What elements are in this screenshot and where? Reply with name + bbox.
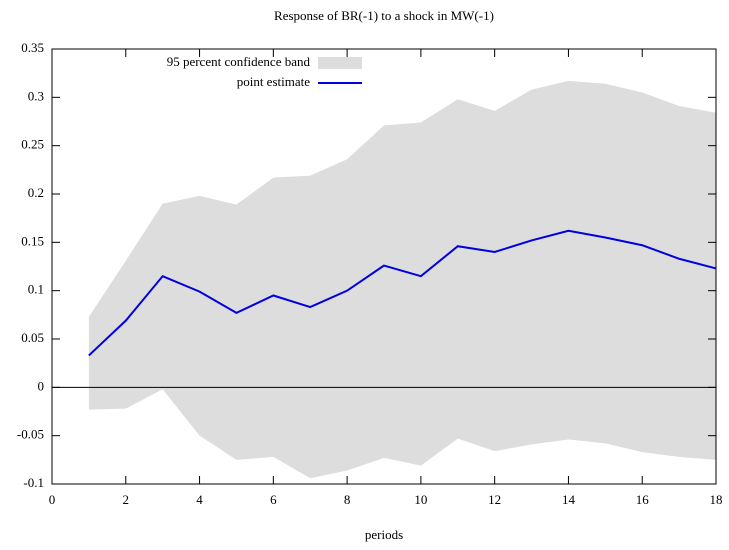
x-tick-label: 4 (196, 492, 203, 507)
x-tick-label: 0 (49, 492, 56, 507)
x-tick-label: 18 (710, 492, 723, 507)
line-series (88, 229, 717, 357)
x-tick-label: 6 (270, 492, 277, 507)
y-tick-label: 0.35 (21, 40, 44, 55)
confidence-band (88, 80, 716, 479)
x-tick-label: 14 (562, 492, 576, 507)
y-tick-label: 0.25 (21, 137, 44, 152)
legend-label: 95 percent confidence band (167, 54, 311, 69)
legend-label: point estimate (237, 74, 311, 89)
y-tick-label: 0 (38, 378, 45, 393)
y-tick-label: 0.15 (21, 233, 44, 248)
x-axis-label: periods (365, 527, 403, 542)
x-tick-label: 16 (636, 492, 650, 507)
x-tick-label: 8 (344, 492, 351, 507)
x-tick-label: 2 (123, 492, 130, 507)
y-tick-label: 0.2 (28, 185, 44, 200)
plot-frame (51, 48, 717, 485)
x-tick-label: 12 (488, 492, 501, 507)
y-tick-label: -0.05 (17, 427, 44, 442)
y-tick-label: 0.05 (21, 330, 44, 345)
y-tick-label: -0.1 (23, 475, 44, 490)
y-tick-label: 0.1 (28, 282, 44, 297)
legend-swatch (318, 57, 362, 69)
x-tick-label: 10 (414, 492, 427, 507)
chart-title: Response of BR(-1) to a shock in MW(-1) (274, 8, 494, 23)
y-tick-label: 0.3 (28, 88, 44, 103)
